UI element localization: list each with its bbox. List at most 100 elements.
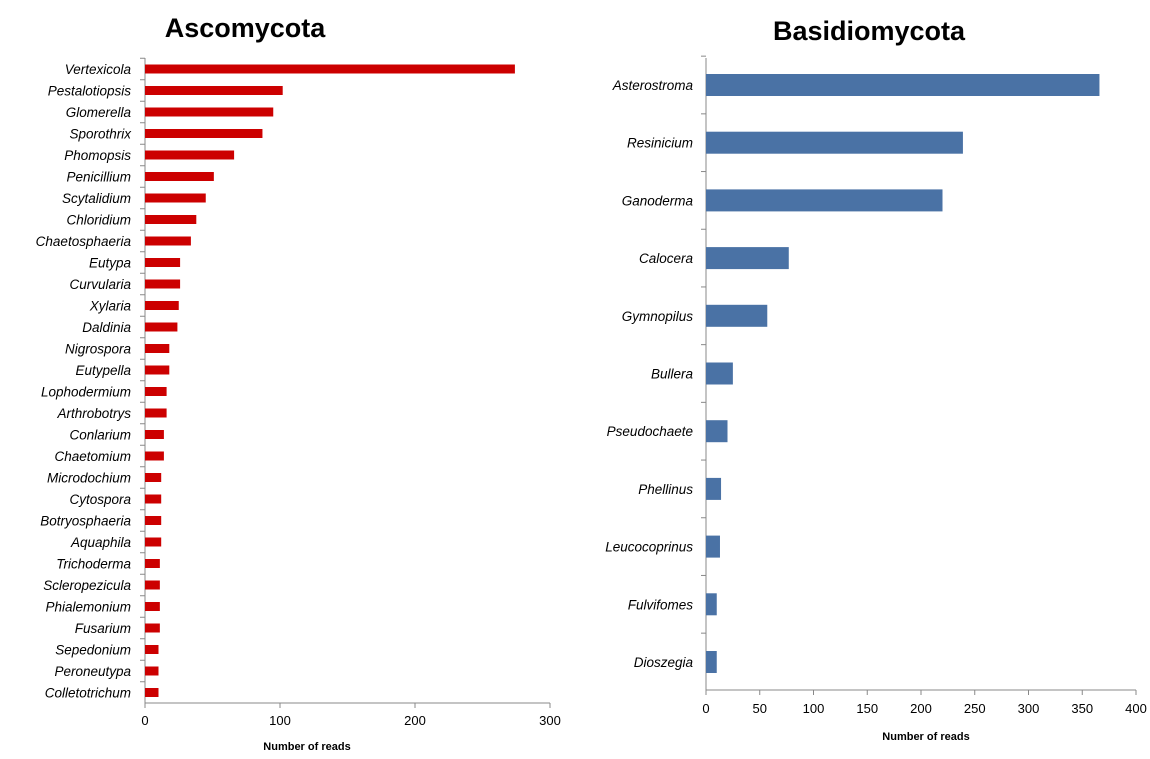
bar xyxy=(706,362,733,385)
bar xyxy=(145,430,164,439)
x-tick-label: 200 xyxy=(910,701,932,716)
bar xyxy=(145,688,159,697)
category-label: Arthrobotrys xyxy=(56,406,131,421)
category-label: Resinicium xyxy=(627,136,693,151)
x-tick-label: 50 xyxy=(753,701,767,716)
category-label: Scleropezicula xyxy=(43,578,131,593)
chart-title: Ascomycota xyxy=(165,13,327,43)
category-label: Leucocoprinus xyxy=(605,540,693,555)
category-label: Sepedonium xyxy=(55,643,131,658)
category-label: Aquaphila xyxy=(70,535,132,550)
bar xyxy=(706,477,722,500)
category-label: Botryosphaeria xyxy=(40,514,131,529)
x-tick-label: 400 xyxy=(1125,701,1147,716)
chart-title: Basidiomycota xyxy=(773,16,966,46)
x-tick-label: 150 xyxy=(856,701,878,716)
category-label: Eutypa xyxy=(89,256,132,271)
bar xyxy=(145,107,274,117)
bar xyxy=(145,279,181,289)
x-tick-label: 100 xyxy=(269,713,291,728)
bar xyxy=(706,651,717,673)
bar xyxy=(145,580,160,590)
x-tick-label: 300 xyxy=(1018,701,1040,716)
bar xyxy=(145,344,170,353)
x-axis-label: Number of reads xyxy=(263,741,350,753)
category-label: Chaetomium xyxy=(54,449,131,464)
bar xyxy=(145,301,179,310)
category-label: Pestalotiopsis xyxy=(48,84,132,99)
bar xyxy=(706,74,1100,96)
bar xyxy=(145,172,214,181)
category-label: Chaetosphaeria xyxy=(36,234,132,249)
bar xyxy=(145,129,263,138)
bar xyxy=(145,666,159,676)
bar xyxy=(145,645,159,654)
category-label: Glomerella xyxy=(66,105,132,120)
category-label: Ganoderma xyxy=(622,193,694,208)
category-label: Fusarium xyxy=(75,621,131,636)
bar xyxy=(706,420,728,443)
bar xyxy=(706,247,789,270)
bar xyxy=(145,408,167,418)
bar xyxy=(706,131,963,154)
category-label: Chloridium xyxy=(66,213,131,228)
category-label: Cytospora xyxy=(69,492,131,507)
bar xyxy=(145,86,283,95)
category-label: Colletotrichum xyxy=(45,686,131,701)
bar xyxy=(145,473,162,482)
category-label: Nigrospora xyxy=(65,342,132,357)
bar xyxy=(145,215,197,224)
bar xyxy=(145,258,181,267)
bar xyxy=(145,193,206,203)
category-label: Asterostroma xyxy=(612,78,694,93)
bar xyxy=(145,623,160,633)
bar xyxy=(145,150,235,160)
bar xyxy=(145,559,160,568)
category-label: Sporothrix xyxy=(69,127,132,142)
category-label: Vertexicola xyxy=(65,62,132,77)
bar xyxy=(145,322,178,332)
category-label: Trichoderma xyxy=(56,557,131,572)
bar xyxy=(145,64,515,74)
category-label: Daldinia xyxy=(82,320,131,335)
category-label: Fulvifomes xyxy=(628,597,694,612)
category-label: Curvularia xyxy=(69,277,131,292)
x-tick-label: 0 xyxy=(702,701,709,716)
x-tick-label: 350 xyxy=(1071,701,1093,716)
category-label: Scytalidium xyxy=(62,191,131,206)
category-label: Bullera xyxy=(651,367,694,382)
bar xyxy=(145,516,162,525)
bar xyxy=(145,537,162,547)
bar xyxy=(706,304,768,327)
category-label: Dioszegia xyxy=(634,655,694,670)
bar xyxy=(145,602,160,611)
category-label: Phomopsis xyxy=(64,148,131,163)
bar xyxy=(706,189,943,212)
category-label: Xylaria xyxy=(89,299,132,314)
category-label: Phialemonium xyxy=(45,600,131,615)
category-label: Lophodermium xyxy=(41,385,131,400)
category-label: Microdochium xyxy=(47,471,131,486)
bar xyxy=(706,535,720,558)
bar xyxy=(145,494,162,504)
bar xyxy=(145,236,191,246)
x-axis-label: Number of reads xyxy=(882,731,969,743)
category-label: Eutypella xyxy=(75,363,131,378)
x-tick-label: 200 xyxy=(404,713,426,728)
x-tick-label: 250 xyxy=(964,701,986,716)
category-label: Penicillium xyxy=(66,170,131,185)
x-tick-label: 0 xyxy=(141,713,148,728)
bar xyxy=(706,593,717,616)
category-label: Conlarium xyxy=(69,428,131,443)
category-label: Calocera xyxy=(639,251,694,266)
bar xyxy=(145,387,167,396)
x-tick-label: 300 xyxy=(539,713,561,728)
category-label: Phellinus xyxy=(638,482,693,497)
x-tick-label: 100 xyxy=(803,701,825,716)
bar xyxy=(145,365,170,375)
category-label: Gymnopilus xyxy=(622,309,694,324)
bar xyxy=(145,451,164,461)
category-label: Pseudochaete xyxy=(607,424,693,439)
